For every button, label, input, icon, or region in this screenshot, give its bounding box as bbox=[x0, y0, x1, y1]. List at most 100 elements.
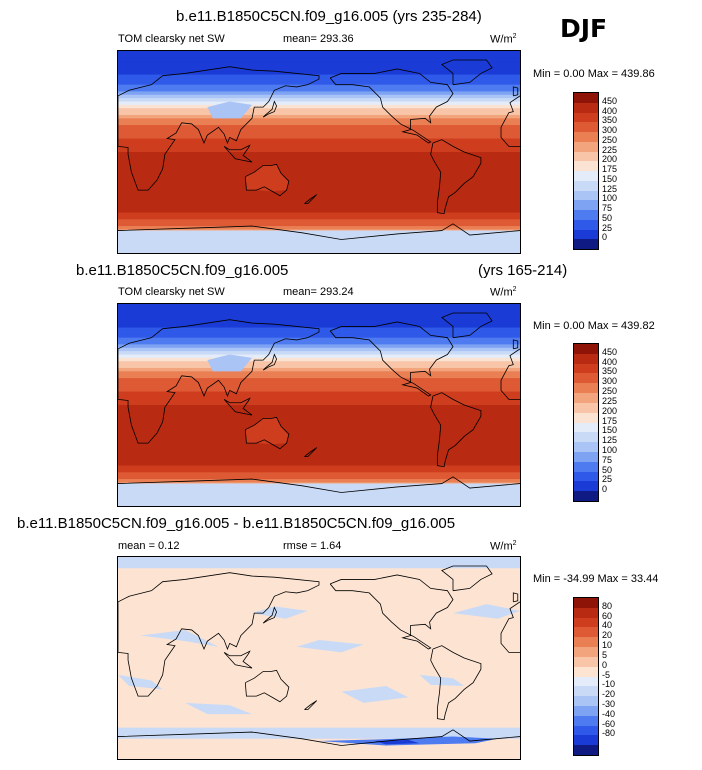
panel2-coastline bbox=[118, 319, 320, 444]
panel1-colorbar-segment bbox=[574, 171, 598, 181]
panel3-colorbar-tick-label: -80 bbox=[602, 728, 616, 739]
panel1-map-field bbox=[118, 51, 520, 253]
panel2-lat-band bbox=[118, 374, 520, 379]
panel2-lat-band bbox=[118, 435, 520, 440]
panel3-negative-anomaly bbox=[140, 629, 219, 647]
panel1-colorbar-tick-label: 25 bbox=[602, 222, 613, 233]
panel1-colorbar-segment bbox=[574, 102, 598, 113]
panel1-coastline bbox=[430, 139, 482, 215]
panel2-lat-band bbox=[118, 330, 520, 335]
panel2-lat-band bbox=[118, 418, 520, 423]
panel2-lat-band bbox=[118, 371, 520, 376]
panel2-colorbar-segment bbox=[574, 442, 598, 452]
panel1-lat-band bbox=[118, 189, 520, 193]
panel2-colorbar-segment bbox=[574, 373, 598, 384]
panel3-colorbar-tick-label: -60 bbox=[602, 718, 616, 729]
panel1-lat-band bbox=[118, 222, 520, 227]
panel3-colorbar-tick-label: -10 bbox=[602, 679, 616, 690]
panel1-coastline bbox=[512, 86, 519, 97]
panel1-lat-band bbox=[118, 178, 520, 183]
panel1-lat-band bbox=[118, 182, 520, 187]
panel1-coastline bbox=[441, 59, 493, 86]
panel1-colorbar-segment bbox=[574, 151, 598, 162]
panel1-lat-band bbox=[118, 202, 520, 207]
panel3-colorbar-tick-label: 20 bbox=[602, 630, 613, 641]
panel3-colorbar-tick-label: 5 bbox=[602, 649, 608, 660]
panel1-lat-band bbox=[118, 64, 520, 69]
panel1-lat-band bbox=[118, 138, 520, 143]
panel1-asia-snow bbox=[207, 101, 252, 119]
panel1-lat-band bbox=[118, 81, 520, 86]
panel3-colorbar-tick-label: 0 bbox=[602, 659, 608, 670]
panel2-lat-band bbox=[118, 428, 520, 433]
panel2-lat-band bbox=[118, 357, 520, 362]
panel3-negative-anomaly bbox=[118, 674, 163, 690]
panel2-lat-band bbox=[118, 361, 520, 366]
panel2-minmax: Min = 0.00 Max = 439.82 bbox=[533, 320, 655, 332]
panel2-lat-band bbox=[118, 337, 520, 342]
panel1-colorbar-segment bbox=[574, 190, 598, 201]
panel1-lat-band bbox=[118, 91, 520, 96]
panel1-lat-band bbox=[118, 141, 520, 146]
panel2-lat-band bbox=[118, 384, 520, 389]
panel2-colorbar-segment bbox=[574, 451, 598, 462]
panel2-map bbox=[117, 303, 521, 507]
panel1-lat-band bbox=[118, 195, 520, 200]
panel1-lat-band bbox=[118, 57, 520, 62]
panel1-colorbar-segment bbox=[574, 161, 598, 171]
panel2-lat-band bbox=[118, 408, 520, 413]
panel2-lat-band bbox=[118, 351, 520, 356]
panel2-lat-band bbox=[118, 465, 520, 470]
panel1-coastline bbox=[118, 223, 520, 240]
panel1-colorbar-segment bbox=[574, 180, 598, 191]
panel2-colorbar-tick-label: 150 bbox=[602, 425, 618, 436]
panel1-lat-band bbox=[118, 77, 520, 82]
panel3-coastline bbox=[441, 565, 493, 592]
panel2-lat-band bbox=[118, 468, 520, 473]
panel2-colorbar-segment bbox=[574, 353, 598, 364]
panel2-colorbar-segment bbox=[574, 344, 598, 354]
panel2-lat-band bbox=[118, 341, 520, 345]
panel3-colorbar-segment bbox=[574, 647, 598, 657]
panel1-lat-band bbox=[118, 175, 520, 180]
panel3-coastline bbox=[118, 572, 320, 697]
panel1-colorbar-tick-label: 0 bbox=[602, 232, 608, 243]
panel1-title: b.e11.B1850C5CN.f09_g16.005 (yrs 235-284… bbox=[176, 8, 482, 25]
panel2-lat-band bbox=[118, 411, 520, 416]
panel3-colorbar-segment bbox=[574, 627, 598, 638]
panel2-lat-band bbox=[118, 317, 520, 322]
panel1-lat-band bbox=[118, 101, 520, 106]
panel1-colorbar-tick-label: 50 bbox=[602, 212, 613, 223]
panel1-lat-band bbox=[118, 145, 520, 150]
panel2-lat-band bbox=[118, 344, 520, 349]
panel3-colorbar-segment bbox=[574, 676, 598, 687]
panel3-minmax: Min = -34.99 Max = 33.44 bbox=[533, 573, 659, 585]
panel1-colorbar-segment bbox=[574, 122, 598, 132]
panel1-colorbar-tick-label: 200 bbox=[602, 154, 618, 165]
panel1-variable-label: TOM clearsky net SW bbox=[118, 33, 225, 45]
panel3-southern-band bbox=[118, 727, 520, 739]
panel2-coastline bbox=[118, 476, 520, 493]
panel2-lat-band bbox=[118, 462, 520, 467]
panel2-colorbar-tick-label: 350 bbox=[602, 366, 618, 377]
panel3-colorbar-tick-label: 60 bbox=[602, 610, 613, 621]
panel2-lat-band bbox=[118, 378, 520, 383]
panel2-colorbar-tick-label: 0 bbox=[602, 484, 608, 495]
panel3-coastline bbox=[262, 606, 278, 624]
panel1-lat-band bbox=[118, 219, 520, 224]
panel2-lat-band bbox=[118, 458, 520, 463]
panel2-coastline bbox=[304, 447, 318, 458]
panel2-lat-band bbox=[118, 445, 520, 450]
panel1-lat-band bbox=[118, 71, 520, 76]
panel3-coastline bbox=[512, 592, 519, 603]
panel2-lat-band bbox=[118, 307, 520, 312]
panel1-lat-band bbox=[118, 152, 520, 156]
panel2-asia-snow bbox=[207, 354, 252, 372]
panel1-minmax: Min = 0.00 Max = 439.86 bbox=[533, 68, 655, 80]
panel3-coastline bbox=[304, 700, 318, 711]
panel2-mean-label: mean= 293.24 bbox=[283, 286, 354, 298]
panel2-coastline bbox=[329, 321, 454, 397]
panel3-colorbar-segment bbox=[574, 666, 598, 677]
panel2-lat-band bbox=[118, 381, 520, 386]
panel1-lat-band bbox=[118, 215, 520, 220]
